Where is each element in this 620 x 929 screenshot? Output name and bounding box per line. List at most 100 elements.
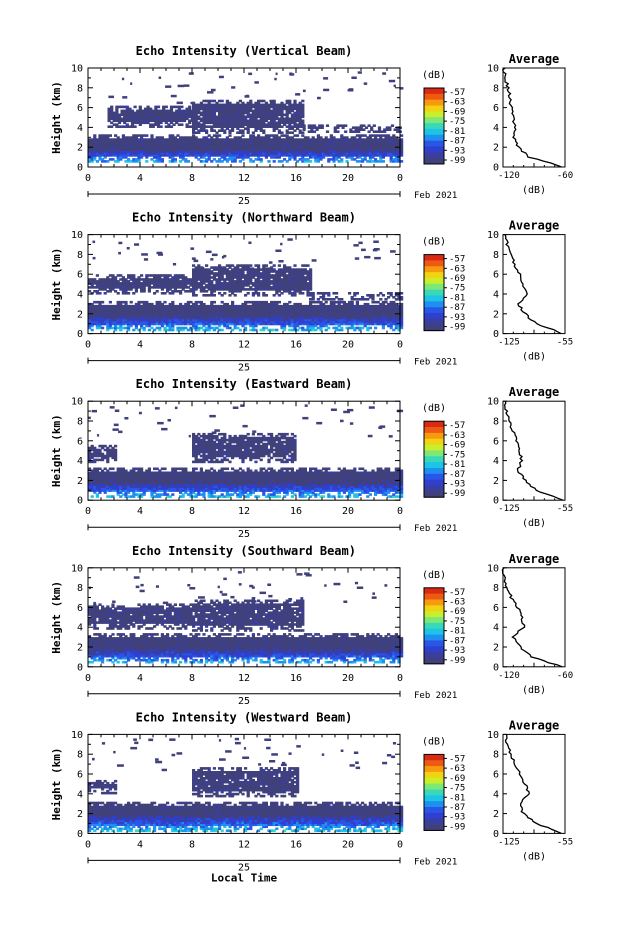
heatmap-cell: [207, 158, 211, 161]
heatmap-cell: [327, 310, 331, 314]
heatmap-cell: [290, 312, 294, 316]
heatmap-cell: [288, 324, 292, 328]
heatmap-cell: [355, 322, 359, 326]
heatmap-cell: [303, 322, 307, 326]
heatmap-cell: [275, 152, 279, 155]
heatmap-cell: [166, 290, 170, 293]
heatmap-cell: [181, 282, 185, 285]
heatmap-cell: [355, 150, 359, 153]
heatmap-cell: [353, 148, 357, 151]
heatmap-cell: [98, 284, 102, 287]
heatmap-cell: [166, 324, 170, 328]
heatmap-cell: [259, 127, 263, 130]
heatmap-cell: [184, 290, 188, 293]
heatmap-cell: [212, 276, 216, 279]
heatmap-cell: [197, 270, 201, 273]
heatmap-cell: [262, 264, 266, 267]
heatmap-cell: [270, 123, 274, 126]
heatmap-cell: [314, 150, 318, 153]
heatmap-cell: [103, 160, 107, 163]
heatmap-cell: [290, 119, 294, 123]
heatmap-cell: [332, 142, 336, 145]
avg-y-tick-label: 10: [487, 64, 499, 75]
heatmap-cell: [345, 316, 349, 320]
heatmap-cell: [197, 117, 201, 121]
heatmap-cell: [106, 152, 110, 155]
heatmap-cell: [280, 109, 284, 113]
heatmap-cell: [108, 306, 112, 310]
heatmap-cell: [233, 160, 237, 163]
heatmap-cell: [153, 312, 157, 316]
heatmap-cell: [184, 282, 188, 285]
heatmap-cell: [127, 288, 131, 291]
heatmap-cell: [314, 306, 318, 310]
heatmap-cell: [205, 158, 209, 161]
heatmap-cell: [101, 146, 105, 149]
heatmap-cell: [132, 134, 136, 137]
heatmap-cell: [176, 318, 180, 322]
heatmap-cell: [251, 312, 255, 316]
heatmap-cell: [342, 320, 346, 324]
heatmap-cell: [186, 290, 190, 293]
heatmap-cell: [103, 154, 107, 157]
heatmap-cell: [329, 310, 333, 314]
heatmap-cell: [228, 125, 232, 128]
heatmap-cell: [110, 121, 114, 125]
heatmap-cell: [140, 318, 144, 322]
heatmap-cell: [218, 144, 222, 147]
heatmap-cell: [361, 150, 365, 153]
heatmap-cell: [166, 312, 170, 316]
heatmap-cell: [244, 314, 248, 318]
heatmap-cell: [163, 284, 167, 287]
heatmap-cell: [132, 146, 136, 149]
heatmap-cell: [175, 121, 179, 125]
heatmap-cell: [337, 322, 341, 326]
heatmap-cell: [168, 284, 172, 287]
heatmap-cell: [228, 294, 232, 297]
heatmap-cell: [288, 328, 292, 332]
heatmap-cell: [319, 318, 323, 322]
heatmap-cell: [197, 304, 201, 308]
heatmap-cell: [349, 128, 353, 131]
heatmap-cell: [296, 140, 300, 143]
heatmap-cell: [197, 111, 201, 115]
heatmap-cell: [236, 272, 240, 275]
heatmap-cell: [316, 134, 320, 137]
heatmap-cell: [189, 152, 193, 155]
heatmap-cell: [244, 144, 248, 147]
heatmap-cell: [275, 312, 279, 316]
heatmap-cell: [156, 121, 161, 125]
heatmap-cell: [168, 322, 172, 326]
heatmap-cell: [238, 286, 242, 289]
heatmap-cell: [212, 154, 216, 157]
heatmap-cell: [111, 304, 115, 308]
heatmap-cell: [264, 267, 272, 270]
heatmap-cell: [303, 160, 307, 163]
heatmap-cell: [134, 312, 138, 316]
heatmap-cell: [116, 316, 120, 320]
heatmap-cell: [121, 314, 125, 318]
heatmap-cell: [106, 310, 110, 314]
heatmap-cell: [280, 314, 284, 318]
heatmap-cell: [127, 310, 131, 314]
heatmap-cell: [133, 125, 137, 128]
heatmap-cell: [130, 121, 135, 125]
heatmap-cell: [150, 158, 154, 161]
heatmap-cell: [374, 320, 378, 324]
heatmap-cell: [270, 318, 274, 322]
heatmap-cell: [275, 300, 279, 304]
heatmap-cell: [205, 131, 209, 134]
heatmap-cell: [137, 160, 141, 163]
heatmap-cell: [231, 308, 235, 312]
heatmap-cell: [231, 280, 235, 283]
heatmap-cell: [322, 318, 326, 322]
heatmap-cell: [355, 310, 359, 314]
heatmap-cell: [143, 119, 148, 123]
heatmap-cell: [270, 117, 274, 121]
heatmap-cell: [306, 328, 310, 332]
heatmap-cell: [138, 105, 142, 109]
heatmap-cell: [119, 274, 123, 277]
heatmap-cell: [340, 300, 344, 304]
heatmap-cell: [197, 320, 201, 324]
heatmap-cell: [267, 312, 271, 316]
